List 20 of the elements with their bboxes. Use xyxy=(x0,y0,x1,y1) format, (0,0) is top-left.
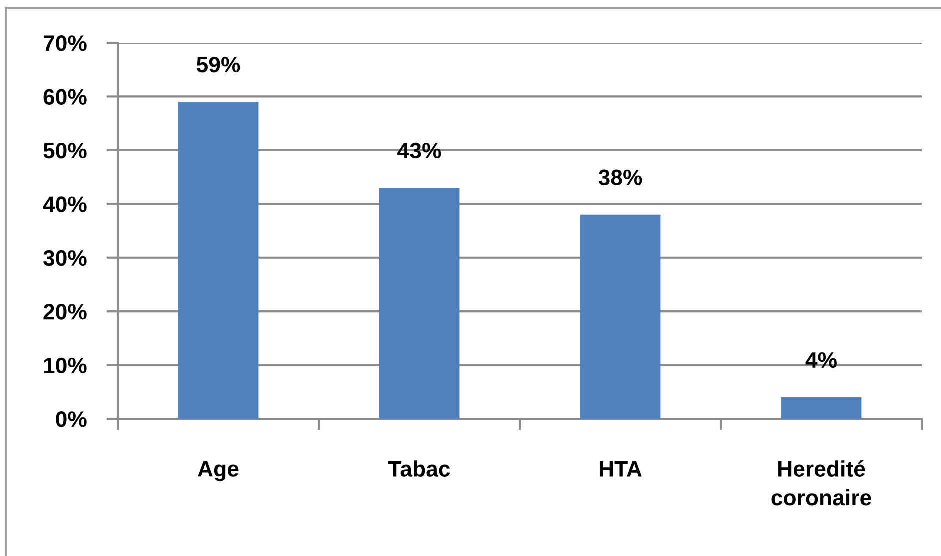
bar xyxy=(379,188,460,419)
y-tick-label: 60% xyxy=(44,89,87,105)
data-label: 59% xyxy=(196,56,240,73)
x-tick-label: Heredité coronaire xyxy=(772,460,872,506)
bar xyxy=(580,214,661,419)
y-tick-label: 40% xyxy=(43,196,87,212)
y-tick-label: 20% xyxy=(44,304,87,320)
data-label: 38% xyxy=(598,170,642,186)
bar xyxy=(178,102,259,419)
x-tick-label: Tabac xyxy=(388,460,450,477)
data-label: 43% xyxy=(398,142,442,159)
data-label: 4% xyxy=(806,352,837,368)
y-tick-label: 50% xyxy=(44,142,87,159)
y-tick-label: 30% xyxy=(43,250,87,266)
y-tick-label: 0% xyxy=(56,412,87,428)
x-tick-label: HTA xyxy=(600,461,642,477)
x-tick-label: Age xyxy=(198,461,239,482)
y-tick-label: 70% xyxy=(44,36,87,52)
bar xyxy=(781,398,862,419)
y-tick-label: 10% xyxy=(44,358,87,374)
